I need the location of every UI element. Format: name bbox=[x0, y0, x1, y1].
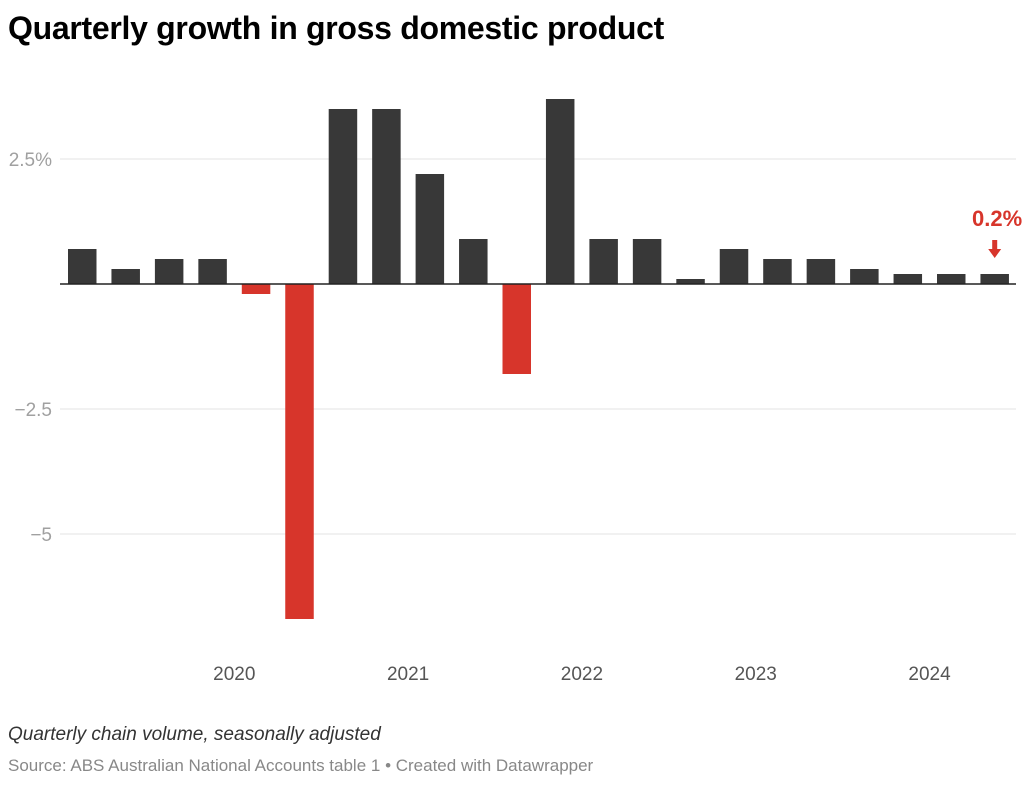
bar-q3-2021 bbox=[502, 284, 531, 374]
bar-q2-2024 bbox=[980, 274, 1009, 284]
chart-notes: Quarterly chain volume, seasonally adjus… bbox=[8, 724, 381, 745]
bar-q3-2023 bbox=[850, 269, 879, 284]
bar-q2-2023 bbox=[806, 259, 836, 284]
bar-q4-2020 bbox=[372, 109, 401, 284]
x-tick-label: 2020 bbox=[213, 664, 255, 685]
chart-title: Quarterly growth in gross domestic produ… bbox=[8, 10, 664, 46]
y-tick-label: −5 bbox=[30, 525, 52, 546]
bar-q1-2020 bbox=[241, 284, 271, 294]
bar-q4-2019 bbox=[198, 259, 227, 284]
annotation-label: 0.2% bbox=[972, 206, 1022, 231]
bar-q4-2023 bbox=[893, 274, 923, 284]
x-tick-label: 2023 bbox=[735, 664, 777, 685]
bar-q2-2019 bbox=[111, 269, 140, 284]
bar-q1-2019 bbox=[68, 249, 97, 284]
bar-q4-2022 bbox=[719, 249, 749, 284]
bar-q2-2022 bbox=[632, 239, 662, 284]
x-tick-label: 2022 bbox=[561, 664, 603, 685]
x-tick-label: 2021 bbox=[387, 664, 429, 685]
bar-q3-2020 bbox=[328, 109, 358, 284]
bar-q1-2023 bbox=[763, 259, 792, 284]
bar-q1-2021 bbox=[415, 174, 445, 284]
bar-q1-2024 bbox=[937, 274, 966, 284]
bar-q1-2022 bbox=[589, 239, 618, 284]
bar-q2-2020 bbox=[285, 284, 314, 619]
bar-q3-2022 bbox=[676, 279, 705, 284]
bar-q3-2019 bbox=[154, 259, 184, 284]
bar-q4-2021 bbox=[545, 99, 575, 284]
bar-chart: 2.5% −2.5 −5 2020 2021 2022 2023 2024 0.2% bbox=[9, 99, 1022, 685]
down-arrow-icon bbox=[988, 240, 1002, 258]
x-tick-label: 2024 bbox=[908, 664, 951, 685]
y-tick-label: 2.5% bbox=[9, 150, 52, 171]
y-tick-label: −2.5 bbox=[14, 400, 52, 421]
bar-q2-2021 bbox=[459, 239, 488, 284]
chart-source: Source: ABS Australian National Accounts… bbox=[8, 756, 594, 775]
